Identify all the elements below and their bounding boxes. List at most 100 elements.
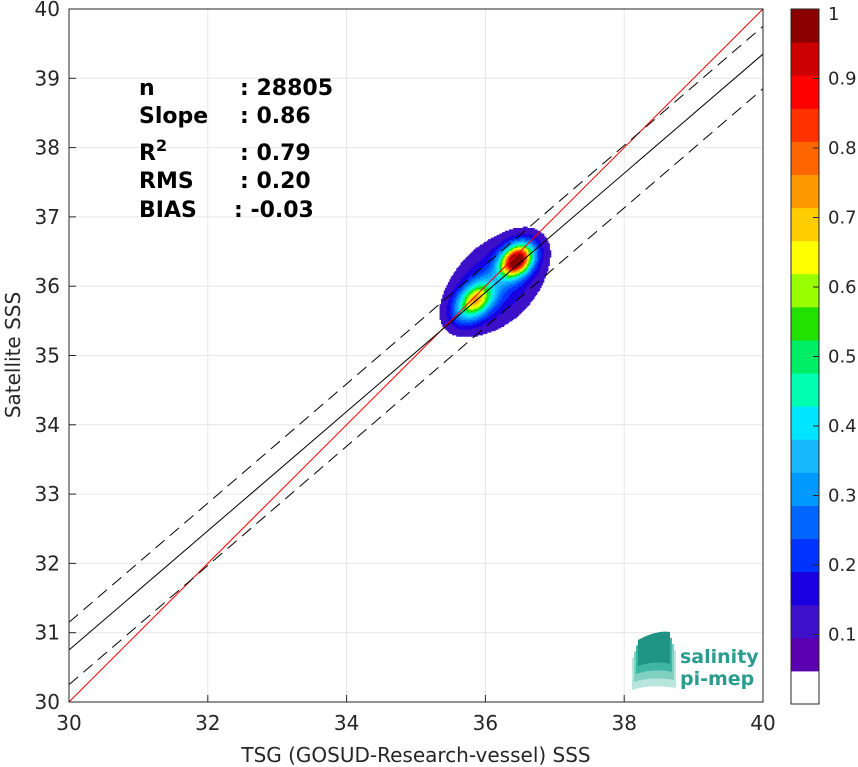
density-cell [514, 262, 517, 265]
density-cell [533, 273, 536, 276]
density-cell [545, 244, 548, 247]
density-cell [518, 311, 521, 314]
density-cell [535, 268, 538, 271]
density-cell [468, 268, 471, 271]
density-cell [478, 290, 481, 293]
density-cell [543, 276, 546, 279]
density-cell [525, 254, 528, 257]
density-cell [496, 283, 499, 286]
density-cell [536, 277, 539, 280]
density-cell [504, 309, 507, 312]
density-cell [490, 295, 493, 298]
density-cell [499, 284, 502, 287]
density-cell [542, 248, 545, 251]
density-cell [503, 272, 506, 275]
density-cell [510, 301, 513, 304]
density-cell [540, 262, 543, 265]
density-cell [511, 312, 514, 315]
density-cell [445, 318, 448, 321]
density-cell [467, 295, 470, 298]
density-cell [495, 290, 498, 293]
density-cell [461, 295, 464, 298]
density-cell [477, 259, 480, 262]
density-cell [538, 236, 541, 239]
density-cell [533, 286, 536, 289]
density-cell [484, 319, 486, 322]
density-cell [500, 288, 503, 291]
density-cell [468, 319, 471, 322]
density-cell [443, 315, 446, 318]
density-cell [521, 277, 524, 280]
density-cell [493, 280, 496, 283]
density-cell [513, 255, 516, 258]
density-cell [506, 279, 509, 282]
density-cell [545, 262, 548, 265]
density-cell [488, 308, 491, 311]
density-cell [506, 251, 509, 254]
density-cell [485, 261, 488, 264]
density-cell [514, 266, 517, 269]
density-cell [524, 301, 527, 304]
density-cell [459, 282, 462, 285]
density-cell [521, 227, 524, 230]
density-cell [510, 298, 513, 301]
density-cell [489, 295, 492, 298]
density-cell [454, 288, 457, 291]
density-cell [539, 239, 542, 242]
density-cell [517, 295, 520, 298]
density-cell [531, 275, 534, 278]
density-cell [522, 232, 525, 235]
density-cell [525, 297, 528, 300]
density-cell [515, 243, 518, 246]
density-cell [510, 283, 513, 286]
density-cell [467, 297, 470, 300]
density-cell [513, 229, 516, 232]
density-cell [510, 300, 513, 303]
density-cell [496, 319, 499, 322]
density-cell [506, 239, 509, 242]
density-cell [531, 243, 534, 246]
density-cell [499, 305, 502, 308]
density-cell [481, 259, 484, 262]
density-cell [532, 266, 535, 269]
density-cell [504, 250, 507, 253]
density-cell [440, 302, 443, 305]
density-cell [524, 248, 527, 251]
density-cell [497, 308, 500, 311]
density-cell [514, 232, 517, 235]
density-cell [464, 273, 467, 276]
density-cell [518, 291, 521, 294]
density-cell [535, 248, 538, 251]
density-cell [510, 309, 513, 312]
density-cell [488, 330, 491, 333]
density-cell [482, 308, 485, 311]
density-cell [490, 316, 493, 319]
density-cell [506, 247, 509, 250]
density-cell [515, 305, 518, 308]
density-cell [479, 331, 482, 334]
density-cell [543, 250, 546, 253]
density-cell [465, 312, 468, 315]
density-cell [472, 326, 475, 329]
density-cell [482, 248, 485, 251]
density-cell [529, 241, 532, 244]
density-cell [447, 306, 450, 309]
density-cell [521, 264, 524, 267]
density-cell [472, 316, 475, 319]
density-cell [506, 270, 509, 273]
density-cell [479, 252, 482, 255]
density-cell [486, 312, 489, 315]
density-cell [492, 251, 495, 254]
density-cell [492, 325, 495, 327]
density-cell [496, 243, 499, 246]
density-cell [460, 264, 463, 267]
density-cell [539, 259, 542, 262]
density-cell [452, 280, 455, 283]
density-cell [524, 247, 527, 250]
density-cell [443, 322, 446, 325]
density-cell [486, 308, 489, 311]
density-cell [456, 333, 459, 336]
density-cell [461, 272, 464, 275]
density-cell [485, 243, 488, 246]
density-cell [538, 282, 541, 285]
